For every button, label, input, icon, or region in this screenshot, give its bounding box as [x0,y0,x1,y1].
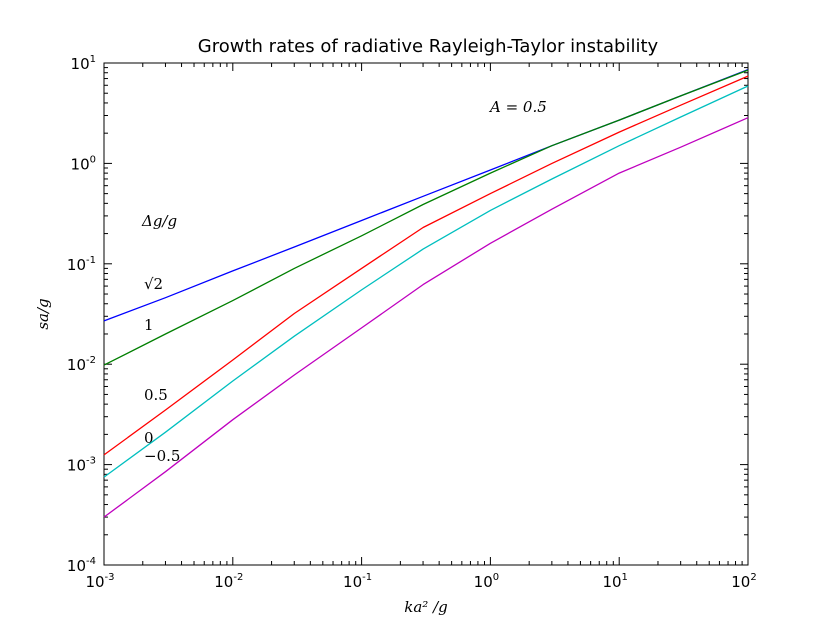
y-tick-label: 10-1 [67,255,96,274]
label-0-5: 0.5 [144,386,168,404]
x-tick-label: 102 [731,572,756,591]
chart-title: Growth rates of radiative Rayleigh-Taylo… [198,36,659,57]
y-tick-label: 10-4 [67,556,96,575]
label-minus-0-5: −0.5 [144,447,180,465]
y-axis-label: sa/g [34,298,52,329]
x-tick-label: 10-2 [214,572,243,591]
x-tick-label: 100 [474,572,499,591]
series-line-3 [103,85,749,478]
y-tick-label: 100 [71,154,96,173]
label-0: 0 [144,429,154,447]
x-tick-label: 101 [602,572,627,591]
major-ticks [103,62,749,566]
y-tick-labels: 10-4 10-3 10-2 10-1 100 101 [67,54,96,575]
legend-header-delta-g: Δg/g [141,212,177,230]
y-tick-label: 101 [71,54,96,73]
minor-ticks [104,63,748,565]
x-axis-label: ka² /g [404,598,447,616]
label-sqrt2: √2 [144,275,163,293]
x-tick-labels: 10-3 10-2 10-1 100 101 102 [85,572,756,591]
y-tick-label: 10-3 [67,456,96,475]
x-tick-label: 10-1 [343,572,372,591]
series-line-2 [103,75,749,456]
x-tick-label: 10-3 [85,572,114,591]
y-tick-label: 10-2 [67,355,96,374]
atwood-annotation: A = 0.5 [488,98,547,116]
plot-frame [103,62,749,566]
series-line-1 [103,69,749,366]
label-1: 1 [144,316,154,334]
series-lines [103,68,749,518]
series-line-4 [103,117,749,518]
